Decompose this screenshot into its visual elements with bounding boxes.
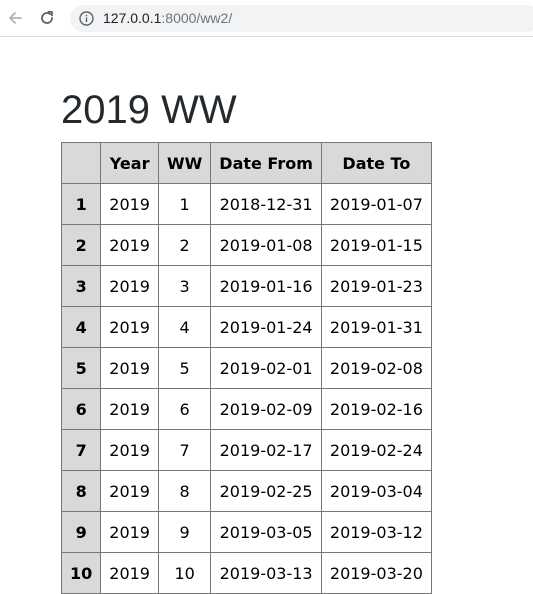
row-index: 7 — [60, 429, 102, 471]
row-index: 6 — [60, 388, 102, 430]
table-header-row: Year WW Date From Date To — [60, 142, 432, 184]
page-title: 2019 WW — [61, 88, 237, 132]
ww-cell: 3 — [157, 265, 212, 307]
ww-table: Year WW Date From Date To 1 2019 1 2018-… — [60, 142, 432, 594]
table-row: 9 2019 9 2019-03-05 2019-03-12 — [60, 511, 432, 553]
date-to-cell: 2019-03-04 — [320, 470, 432, 512]
date-from-cell: 2018-12-31 — [210, 183, 322, 225]
reload-icon[interactable] — [36, 7, 58, 29]
date-from-cell: 2019-02-01 — [210, 347, 322, 389]
ww-cell: 2 — [157, 224, 212, 266]
year-column-header: Year — [100, 142, 159, 184]
row-index: 1 — [60, 183, 102, 225]
table-row: 6 2019 6 2019-02-09 2019-02-16 — [60, 388, 432, 430]
ww-cell: 4 — [157, 306, 212, 348]
table-row: 2 2019 2 2019-01-08 2019-01-15 — [60, 224, 432, 266]
ww-cell: 7 — [157, 429, 212, 471]
date-to-cell: 2019-01-23 — [320, 265, 432, 307]
arrow-left-icon[interactable] — [4, 7, 26, 29]
year-cell: 2019 — [100, 429, 159, 471]
date-from-cell: 2019-02-25 — [210, 470, 322, 512]
date-to-cell: 2019-03-12 — [320, 511, 432, 553]
ww-column-header: WW — [157, 142, 212, 184]
date-to-cell: 2019-03-20 — [320, 552, 432, 594]
ww-cell: 8 — [157, 470, 212, 512]
table-row: 4 2019 4 2019-01-24 2019-01-31 — [60, 306, 432, 348]
ww-cell: 1 — [157, 183, 212, 225]
year-cell: 2019 — [100, 511, 159, 553]
row-index: 8 — [60, 470, 102, 512]
url-path: :8000/ww2/ — [161, 10, 233, 26]
year-cell: 2019 — [100, 552, 159, 594]
table-row: 10 2019 10 2019-03-13 2019-03-20 — [60, 552, 432, 594]
year-cell: 2019 — [100, 347, 159, 389]
date-to-column-header: Date To — [320, 142, 432, 184]
year-cell: 2019 — [100, 224, 159, 266]
index-column-header — [60, 142, 102, 184]
date-from-cell: 2019-01-16 — [210, 265, 322, 307]
ww-cell: 6 — [157, 388, 212, 430]
date-to-cell: 2019-02-16 — [320, 388, 432, 430]
year-cell: 2019 — [100, 388, 159, 430]
address-bar[interactable]: 127.0.0.1:8000/ww2/ — [70, 5, 533, 32]
row-index: 5 — [60, 347, 102, 389]
date-to-cell: 2019-02-08 — [320, 347, 432, 389]
info-icon[interactable] — [78, 10, 95, 27]
date-to-cell: 2019-02-24 — [320, 429, 432, 471]
url-text[interactable]: 127.0.0.1:8000/ww2/ — [103, 10, 232, 27]
row-index: 2 — [60, 224, 102, 266]
browser-toolbar: 127.0.0.1:8000/ww2/ — [0, 0, 533, 37]
url-host: 127.0.0.1 — [103, 10, 162, 26]
ww-cell: 10 — [157, 552, 212, 594]
date-from-cell: 2019-02-09 — [210, 388, 322, 430]
table-row: 3 2019 3 2019-01-16 2019-01-23 — [60, 265, 432, 307]
row-index: 3 — [60, 265, 102, 307]
date-from-cell: 2019-03-05 — [210, 511, 322, 553]
date-from-cell: 2019-01-08 — [210, 224, 322, 266]
date-from-cell: 2019-02-17 — [210, 429, 322, 471]
row-index: 4 — [60, 306, 102, 348]
date-from-cell: 2019-01-24 — [210, 306, 322, 348]
year-cell: 2019 — [100, 183, 159, 225]
table-row: 5 2019 5 2019-02-01 2019-02-08 — [60, 347, 432, 389]
year-cell: 2019 — [100, 470, 159, 512]
row-index: 10 — [60, 552, 102, 594]
table-row: 8 2019 8 2019-02-25 2019-03-04 — [60, 470, 432, 512]
date-from-column-header: Date From — [210, 142, 322, 184]
year-cell: 2019 — [100, 306, 159, 348]
table-row: 1 2019 1 2018-12-31 2019-01-07 — [60, 183, 432, 225]
ww-cell: 9 — [157, 511, 212, 553]
ww-cell: 5 — [157, 347, 212, 389]
table-row: 7 2019 7 2019-02-17 2019-02-24 — [60, 429, 432, 471]
date-from-cell: 2019-03-13 — [210, 552, 322, 594]
row-index: 9 — [60, 511, 102, 553]
date-to-cell: 2019-01-07 — [320, 183, 432, 225]
year-cell: 2019 — [100, 265, 159, 307]
date-to-cell: 2019-01-31 — [320, 306, 432, 348]
date-to-cell: 2019-01-15 — [320, 224, 432, 266]
